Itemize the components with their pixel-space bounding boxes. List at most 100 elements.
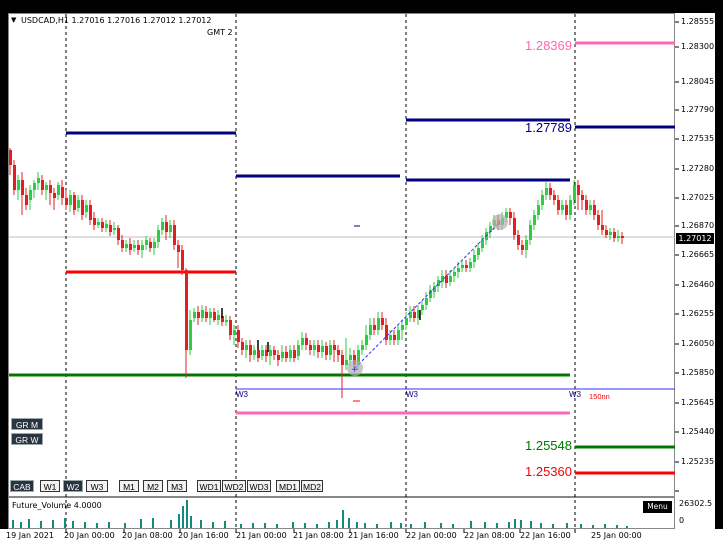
price-candle-body [397, 330, 400, 340]
volume-bar [390, 522, 392, 528]
price-candle-body [193, 312, 196, 318]
price-candle-body [597, 215, 600, 225]
trend-start-marker [347, 360, 363, 376]
volume-indicator-pane[interactable] [8, 497, 675, 529]
price-candle-body [21, 180, 24, 195]
price-candle-body [161, 222, 164, 230]
volume-bar [552, 524, 554, 528]
price-candle-body [585, 200, 588, 210]
price-candle-body [89, 205, 92, 220]
price-tick-label: 1.25645 [681, 398, 715, 407]
volume-bar [178, 514, 180, 528]
volume-bar [186, 500, 188, 528]
volume-bar [336, 520, 338, 528]
time-tick-label: 20 Jan 16:00 [178, 531, 229, 540]
price-candle-body [65, 198, 68, 205]
m2-button[interactable]: M2 [143, 480, 163, 492]
md2-button[interactable]: MD2 [301, 480, 323, 492]
price-candle-body [289, 350, 292, 358]
price-candle-body [593, 205, 596, 215]
dropdown-triangle-icon[interactable]: ▼ [11, 16, 17, 24]
volume-bar [20, 522, 22, 528]
week-label: W3 [406, 390, 418, 399]
indicator-menu-button[interactable]: Menu [643, 501, 672, 513]
price-candle-body [445, 276, 448, 283]
price-candle-body [317, 345, 320, 352]
volume-bar [304, 523, 306, 528]
price-candle-body [153, 242, 156, 248]
wd2-button[interactable]: WD2 [222, 480, 246, 492]
price-candle-body [53, 193, 56, 198]
price-candle-body [605, 230, 608, 235]
md1-button[interactable]: MD1 [276, 480, 300, 492]
price-candle-body [509, 212, 512, 218]
price-tick-label: 1.26870 [681, 221, 715, 230]
w2-button[interactable]: W2 [63, 480, 83, 492]
volume-bar [84, 522, 86, 528]
price-candle-body [517, 235, 520, 245]
price-candle-body [221, 316, 224, 322]
level-label-red: 1.25360 [525, 464, 572, 479]
price-candle-body [549, 188, 552, 195]
volume-bar [452, 524, 454, 528]
price-candle-body [617, 236, 620, 238]
price-candle-body [145, 240, 148, 245]
indicator-name: Future_Volume 4.0000 [12, 501, 102, 510]
price-candle-body [265, 350, 268, 356]
volume-bar [212, 522, 214, 528]
gr-m-button[interactable]: GR M [11, 418, 43, 430]
price-axis[interactable] [675, 13, 715, 497]
price-candle-body [409, 312, 412, 318]
volume-bar [566, 523, 568, 528]
price-chart-pane[interactable] [8, 13, 675, 497]
price-candle-body [569, 200, 572, 215]
price-candle-body [125, 244, 128, 248]
m1-button[interactable]: M1 [119, 480, 139, 492]
w3-note-label: 150nn [589, 392, 610, 401]
price-candle-body [541, 195, 544, 205]
price-candle-body [257, 350, 260, 358]
price-candle-body [393, 335, 396, 340]
cab-button[interactable]: CAB [10, 480, 34, 492]
wd1-button[interactable]: WD1 [197, 480, 221, 492]
price-candle-body [613, 232, 616, 238]
price-candle-body [329, 345, 332, 355]
price-candle-body [269, 350, 272, 356]
volume-bar [12, 520, 14, 528]
gr-w-button[interactable]: GR W [11, 433, 43, 445]
time-axis[interactable] [0, 529, 723, 557]
w1-button[interactable]: W1 [40, 480, 60, 492]
price-candle-body [69, 195, 72, 205]
volume-bar [440, 523, 442, 528]
w3-button[interactable]: W3 [86, 480, 108, 492]
price-candle-body [281, 352, 284, 358]
price-candle-body [337, 350, 340, 355]
volume-bar [152, 518, 154, 528]
price-tick-label: 1.26460 [681, 280, 715, 289]
volume-bar [626, 526, 628, 528]
wd3-button[interactable]: WD3 [247, 480, 271, 492]
time-tick-label: 20 Jan 00:00 [64, 531, 115, 540]
price-candle-body [609, 232, 612, 235]
price-candle-body [225, 320, 228, 322]
volume-bar [200, 520, 202, 528]
time-tick-label: 21 Jan 08:00 [293, 531, 344, 540]
price-candle-body [345, 360, 348, 365]
price-candle-body [365, 335, 368, 345]
price-candle-body [217, 315, 220, 320]
price-candle-body [117, 228, 120, 240]
price-candle-body [437, 280, 440, 286]
m3-button[interactable]: M3 [167, 480, 187, 492]
price-candle-body [277, 355, 280, 360]
price-candle-body [157, 230, 160, 242]
price-candle-body [97, 222, 100, 225]
price-candle-body [461, 265, 464, 268]
volume-bar [252, 523, 254, 528]
price-candle-body [73, 195, 76, 210]
price-candle-body [149, 242, 152, 248]
price-candle-body [377, 318, 380, 330]
price-candle-body [533, 215, 536, 225]
symbol-quote: USDCAD,H1 1.27016 1.27016 1.27012 1.2701… [21, 16, 212, 25]
price-candle-body [429, 290, 432, 298]
